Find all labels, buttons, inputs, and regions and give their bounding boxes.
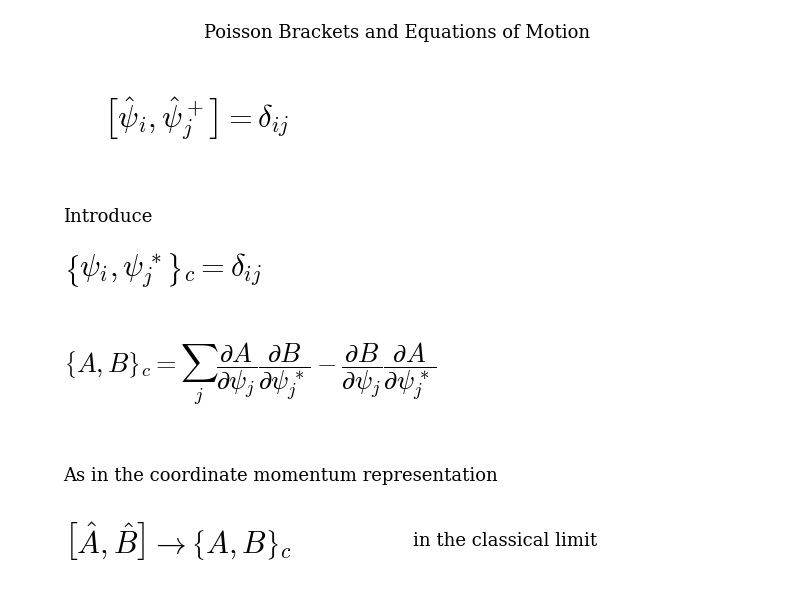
Text: Introduce: Introduce [64, 208, 153, 226]
Text: $\left[\hat{\psi}_i , \hat{\psi}_j^+\right] = \delta_{ij}$: $\left[\hat{\psi}_i , \hat{\psi}_j^+\rig… [103, 96, 289, 142]
Text: Poisson Brackets and Equations of Motion: Poisson Brackets and Equations of Motion [204, 24, 590, 42]
Text: $\left\{\psi_i , \psi_j^*\right\}_c = \delta_{ij}$: $\left\{\psi_i , \psi_j^*\right\}_c = \d… [64, 251, 261, 290]
Text: $\left\{A, B\right\}_c = \sum_j \dfrac{\partial A}{\partial \psi_j} \dfrac{\part: $\left\{A, B\right\}_c = \sum_j \dfrac{\… [64, 341, 436, 409]
Text: As in the coordinate momentum representation: As in the coordinate momentum representa… [64, 467, 499, 485]
Text: $\left[\hat{A}, \hat{B}\right] \rightarrow \left\{A, B\right\}_c$: $\left[\hat{A}, \hat{B}\right] \rightarr… [64, 520, 291, 563]
Text: in the classical limit: in the classical limit [413, 533, 597, 550]
